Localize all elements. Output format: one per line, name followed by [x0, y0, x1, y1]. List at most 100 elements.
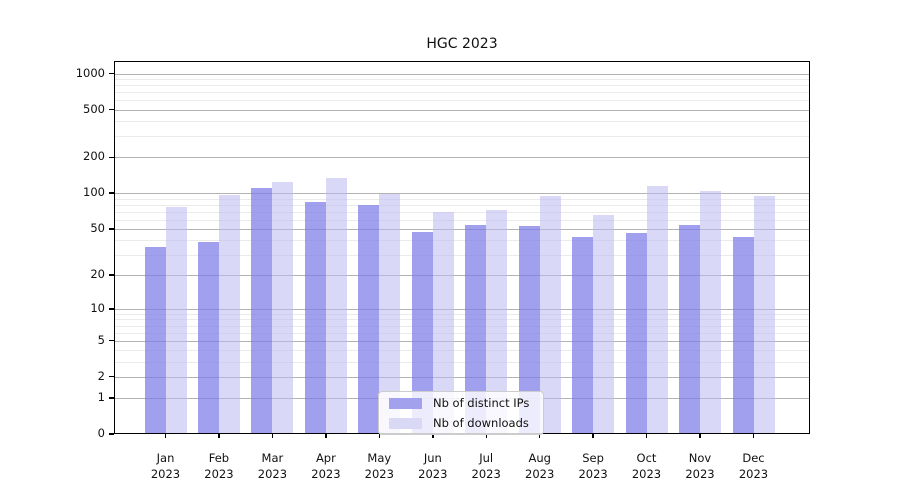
bar-distinct-ips-sep [572, 236, 594, 434]
y-tick-mark [109, 156, 114, 158]
year-label: 2023 [364, 467, 394, 481]
minor-gridline [114, 211, 810, 213]
bar-distinct-ips-aug [518, 225, 540, 434]
x-tick-mark [752, 434, 755, 438]
y-tick-label: 500 [83, 101, 105, 116]
minor-gridline [114, 240, 810, 242]
month-label: Sep [582, 451, 604, 465]
minor-gridline [114, 204, 810, 206]
y-tick-label: 1000 [75, 65, 105, 80]
bar-downloads-sep [593, 214, 615, 434]
x-tick-label-aug: Aug 2023 [510, 450, 570, 482]
month-label: Jan [156, 451, 175, 465]
month-label: Mar [261, 451, 284, 465]
y-tick-label: 50 [90, 220, 105, 235]
y-tick-mark [109, 308, 114, 310]
year-label: 2023 [631, 467, 662, 481]
bar-distinct-ips-apr [304, 201, 326, 434]
minor-gridline [114, 136, 810, 138]
bar-distinct-ips-mar [251, 188, 273, 434]
legend-label-downloads: Nb of downloads [433, 416, 529, 430]
month-label: Aug [528, 451, 551, 465]
legend-label-distinct-ips: Nb of distinct IPs [433, 396, 530, 410]
bar-distinct-ips-nov [679, 224, 700, 434]
x-tick-mark [538, 434, 541, 438]
bar-distinct-ips-jan [144, 247, 166, 434]
bar-distinct-ips-feb [198, 241, 219, 434]
x-tick-mark [699, 434, 701, 438]
y-tick-mark [109, 192, 114, 194]
legend: Nb of distinct IPs Nb of downloads [378, 391, 544, 435]
x-tick-label-dec: Dec 2023 [724, 450, 784, 482]
bar-downloads-dec [753, 195, 775, 434]
minor-gridline [114, 85, 810, 87]
month-label: May [367, 451, 392, 465]
year-label: 2023 [685, 467, 715, 481]
major-gridline [114, 376, 810, 378]
y-tick-label: 1 [97, 389, 105, 404]
x-tick-label-feb: Feb 2023 [189, 450, 249, 482]
bar-downloads-feb [219, 195, 240, 434]
y-tick-label: 2 [97, 368, 105, 383]
x-tick-mark [645, 434, 648, 438]
year-label: 2023 [150, 467, 181, 481]
bar-downloads-nov [700, 191, 721, 434]
x-tick-mark [325, 434, 327, 438]
month-label: Dec [742, 451, 765, 465]
minor-gridline [114, 219, 810, 221]
y-tick-mark [109, 339, 114, 342]
y-tick-mark [109, 433, 114, 435]
month-label: Apr [315, 451, 336, 465]
bar-downloads-mar [272, 182, 294, 434]
bar-downloads-apr [325, 177, 347, 434]
bar-downloads-jan [165, 207, 187, 434]
y-tick-mark [109, 108, 114, 111]
minor-gridline [114, 319, 810, 321]
y-tick-label: 100 [83, 185, 105, 200]
y-tick-mark [109, 274, 114, 276]
bar-downloads-may [379, 194, 401, 434]
x-tick-label-oct: Oct 2023 [617, 450, 677, 482]
minor-gridline [114, 79, 810, 80]
minor-gridline [114, 361, 810, 363]
legend-item-distinct-ips: Nb of distinct IPs [379, 396, 543, 410]
x-tick-label-sep: Sep 2023 [563, 450, 623, 482]
bar-downloads-oct [646, 185, 668, 434]
x-tick-label-jan: Jan 2023 [136, 450, 196, 482]
x-tick-mark [271, 434, 274, 438]
year-label: 2023 [311, 467, 341, 481]
year-label: 2023 [578, 467, 608, 481]
year-label: 2023 [204, 467, 234, 481]
x-tick-label-may: May 2023 [349, 450, 409, 482]
month-label: Jun [423, 451, 442, 465]
y-tick-label: 10 [90, 300, 105, 315]
legend-swatch-downloads [389, 417, 422, 429]
major-gridline [114, 308, 810, 310]
bar-distinct-ips-dec [732, 236, 754, 434]
x-tick-mark [164, 434, 167, 438]
minor-gridline [114, 121, 810, 123]
y-tick-label: 5 [97, 332, 105, 347]
x-tick-label-jun: Jun 2023 [403, 450, 463, 482]
month-label: Nov [688, 451, 712, 465]
minor-gridline [114, 325, 810, 327]
y-tick-mark [109, 397, 114, 399]
major-gridline [114, 340, 810, 342]
bar-downloads-aug [539, 196, 561, 434]
x-tick-mark [592, 434, 594, 438]
minor-gridline [114, 332, 810, 334]
x-tick-mark [485, 434, 487, 438]
bar-distinct-ips-jul [465, 224, 487, 434]
y-tick-label: 0 [97, 426, 105, 440]
minor-gridline [114, 198, 810, 200]
y-tick-mark [109, 228, 114, 230]
legend-item-downloads: Nb of downloads [379, 416, 543, 430]
x-tick-label-jul: Jul 2023 [456, 450, 516, 482]
x-tick-mark [378, 434, 381, 438]
major-gridline [114, 109, 810, 111]
minor-gridline [114, 350, 810, 351]
year-label: 2023 [525, 467, 555, 481]
y-tick-label: 20 [90, 267, 105, 282]
month-label: Feb [208, 451, 230, 465]
